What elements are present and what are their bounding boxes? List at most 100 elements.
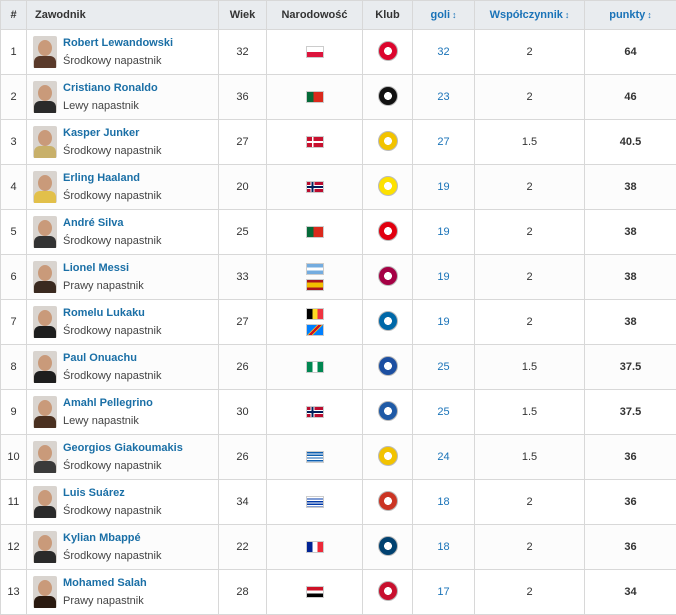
header-age: Wiek — [218, 0, 267, 30]
player-position: Środkowy napastnik — [63, 370, 162, 382]
player-name-link[interactable]: Erling Haaland — [63, 172, 141, 184]
player-avatar[interactable] — [33, 81, 57, 113]
player-cell: Romelu Lukaku Środkowy napastnik — [26, 299, 219, 345]
player-avatar[interactable] — [33, 306, 57, 338]
sort-icon: ↕ — [452, 10, 457, 20]
player-name-link[interactable]: Amahl Pellegrino — [63, 397, 153, 409]
goals-cell: 18 — [412, 524, 475, 570]
rank-cell: 10 — [0, 434, 27, 480]
liverpool-crest[interactable] — [377, 580, 398, 601]
avatar-body-icon — [34, 191, 56, 203]
avatar-body-icon — [34, 281, 56, 293]
rank-cell: 1 — [0, 29, 27, 75]
player-avatar[interactable] — [33, 396, 57, 428]
points-cell: 38 — [584, 209, 676, 255]
norway-flag — [305, 406, 324, 418]
player-cell: Amahl Pellegrino Lewy napastnik — [26, 389, 219, 435]
club-cell — [362, 389, 413, 435]
player-name-link[interactable]: Lionel Messi — [63, 262, 130, 274]
header-points-sort[interactable]: punkty ↕ — [584, 0, 676, 30]
club-cell — [362, 119, 413, 165]
sort-icon: ↕ — [564, 10, 570, 20]
player-avatar[interactable] — [33, 486, 57, 518]
player-name-link[interactable]: Kasper Junker — [63, 127, 140, 139]
psg-crest[interactable] — [377, 535, 398, 556]
coef-cell: 2 — [474, 299, 585, 345]
age-cell: 20 — [218, 164, 267, 210]
eintracht-frankfurt-crest[interactable] — [377, 220, 398, 241]
nigeria-flag — [305, 361, 324, 373]
player-cell: Robert Lewandowski Środkowy napastnik — [26, 29, 219, 75]
player-name-link[interactable]: Kylian Mbappé — [63, 532, 141, 544]
fc-barcelona-crest[interactable] — [377, 265, 398, 286]
nationality-cell — [266, 29, 363, 75]
player-name-link[interactable]: Paul Onuachu — [63, 352, 137, 364]
nationality-cell — [266, 434, 363, 480]
player-avatar[interactable] — [33, 261, 57, 293]
table-body: 1 Robert Lewandowski Środkowy napastnik … — [0, 29, 676, 615]
player-name-link[interactable]: Robert Lewandowski — [63, 37, 174, 49]
nationality-cell — [266, 209, 363, 255]
coef-cell: 1.5 — [474, 389, 585, 435]
header-coef-sort[interactable]: Współczynnik ↕ — [474, 0, 585, 30]
avatar-head-icon — [38, 580, 52, 596]
atletico-madrid-crest[interactable] — [377, 490, 398, 511]
player-name-link[interactable]: Cristiano Ronaldo — [63, 82, 158, 94]
header-goals-sort[interactable]: goli ↕ — [412, 0, 475, 30]
player-position: Środkowy napastnik — [63, 460, 162, 472]
vvv-venlo-crest[interactable] — [377, 445, 398, 466]
header-nationality: Narodowość — [266, 0, 363, 30]
player-name-link[interactable]: Romelu Lukaku — [63, 307, 145, 319]
club-cell — [362, 209, 413, 255]
bodo-glimt-crest[interactable] — [377, 130, 398, 151]
nationality-cell — [266, 569, 363, 615]
player-name-link[interactable]: André Silva — [63, 217, 124, 229]
bayern-munich-crest[interactable] — [377, 40, 398, 61]
club-cell — [362, 344, 413, 390]
nationality-cell — [266, 74, 363, 120]
avatar-head-icon — [38, 400, 52, 416]
club-cell — [362, 164, 413, 210]
avatar-head-icon — [38, 535, 52, 551]
coef-cell: 1.5 — [474, 344, 585, 390]
age-cell: 34 — [218, 479, 267, 525]
coef-cell: 2 — [474, 29, 585, 75]
player-avatar[interactable] — [33, 576, 57, 608]
inter-milan-crest[interactable] — [377, 310, 398, 331]
genk-crest[interactable] — [377, 355, 398, 376]
norway-flag — [305, 181, 324, 193]
avatar-body-icon — [34, 101, 56, 113]
portugal-flag — [305, 91, 324, 103]
spain-flag — [305, 279, 324, 291]
player-name-link[interactable]: Mohamed Salah — [63, 577, 147, 589]
age-cell: 30 — [218, 389, 267, 435]
player-avatar[interactable] — [33, 531, 57, 563]
nationality-cell — [266, 164, 363, 210]
player-cell: Cristiano Ronaldo Lewy napastnik — [26, 74, 219, 120]
rank-cell: 12 — [0, 524, 27, 570]
player-cell: Erling Haaland Środkowy napastnik — [26, 164, 219, 210]
table-header-row: # Zawodnik Wiek Narodowość Klub goli ↕ Ws… — [0, 0, 676, 30]
table-row: 8 Paul Onuachu Środkowy napastnik 26 25 … — [0, 344, 676, 390]
rank-cell: 13 — [0, 569, 27, 615]
player-name-link[interactable]: Georgios Giakoumakis — [63, 442, 183, 454]
player-avatar[interactable] — [33, 216, 57, 248]
club-cell — [362, 299, 413, 345]
kristiansund-crest[interactable] — [377, 400, 398, 421]
club-cell — [362, 569, 413, 615]
borussia-dortmund-crest[interactable] — [377, 175, 398, 196]
points-cell: 36 — [584, 479, 676, 525]
belgium-flag — [305, 308, 324, 320]
juventus-crest[interactable] — [377, 85, 398, 106]
coef-cell: 1.5 — [474, 434, 585, 480]
player-avatar[interactable] — [33, 171, 57, 203]
points-cell: 37.5 — [584, 389, 676, 435]
player-position: Środkowy napastnik — [63, 505, 162, 517]
player-avatar[interactable] — [33, 441, 57, 473]
player-name-link[interactable]: Luis Suárez — [63, 487, 125, 499]
player-avatar[interactable] — [33, 126, 57, 158]
avatar-head-icon — [38, 130, 52, 146]
player-avatar[interactable] — [33, 36, 57, 68]
table-row: 13 Mohamed Salah Prawy napastnik 28 17 2… — [0, 569, 676, 615]
player-avatar[interactable] — [33, 351, 57, 383]
